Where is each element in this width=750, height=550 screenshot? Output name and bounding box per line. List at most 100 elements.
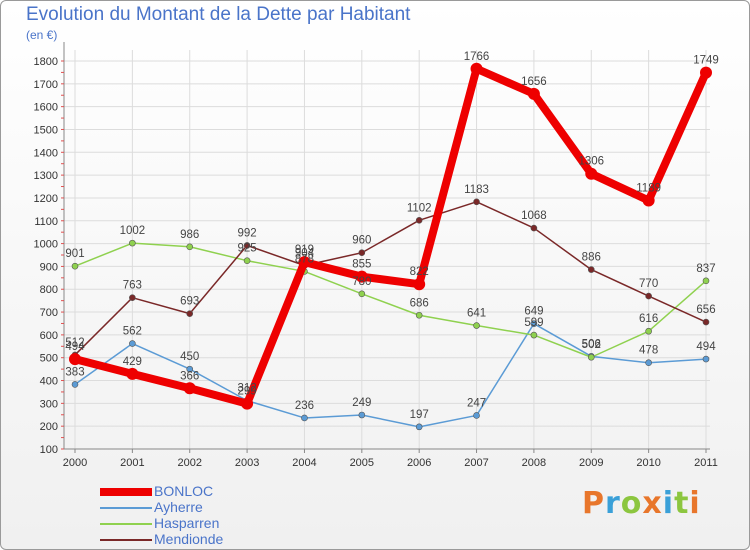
data-point	[183, 382, 196, 395]
data-point	[298, 256, 311, 269]
data-point	[243, 242, 251, 249]
y-tick-label: 300	[40, 398, 58, 410]
proxiti-logo: Proxiti	[582, 486, 701, 521]
data-label: 478	[639, 345, 658, 357]
data-point	[530, 224, 538, 232]
data-label: 693	[180, 296, 199, 308]
data-label: 236	[295, 400, 314, 412]
y-tick-label: 700	[40, 307, 58, 319]
data-label: 960	[352, 235, 371, 247]
data-label: 1102	[407, 202, 432, 214]
data-point	[129, 340, 136, 347]
data-point	[585, 167, 598, 180]
y-tick-label: 1000	[34, 239, 58, 251]
chart-title: Evolution du Montant de la Dette par Hab…	[26, 4, 411, 25]
y-tick-label: 1400	[34, 147, 58, 159]
data-label: 780	[352, 276, 371, 288]
y-tick-label: 1500	[34, 124, 58, 136]
legend-swatch	[100, 507, 152, 509]
data-point	[642, 194, 655, 207]
data-label: 641	[467, 308, 486, 320]
data-label: 1656	[521, 76, 547, 88]
data-label: 1183	[464, 184, 489, 196]
data-point	[702, 277, 710, 285]
data-point	[126, 367, 139, 380]
data-point	[530, 320, 538, 327]
data-label: 383	[65, 366, 84, 378]
legend-swatch	[100, 488, 152, 496]
data-label: 494	[696, 341, 716, 353]
data-point	[470, 62, 483, 75]
data-label: 562	[123, 326, 142, 338]
y-tick-label: 400	[40, 376, 58, 388]
data-point	[700, 66, 712, 79]
data-point	[71, 262, 79, 270]
data-point	[415, 217, 423, 224]
data-label: 197	[410, 409, 429, 421]
data-label: 770	[639, 278, 658, 290]
data-label: 837	[696, 263, 715, 275]
series-line-ayherre	[74, 322, 707, 428]
legend-label: Ayherre	[154, 499, 203, 515]
data-label: 1749	[693, 55, 719, 67]
data-label: 822	[410, 266, 429, 278]
x-tick-label: 2000	[63, 457, 87, 469]
y-tick-label: 1100	[34, 216, 58, 228]
x-tick-label: 2008	[522, 457, 546, 469]
axes: 100 200 300 400 500 600 700 800 900 1000 1100 1200 1…	[34, 42, 718, 469]
data-point	[473, 322, 480, 329]
y-tick-label: 1200	[34, 193, 58, 205]
data-label: 1766	[464, 51, 490, 63]
data-point	[241, 397, 254, 410]
data-label: 878	[295, 253, 314, 265]
x-tick-label: 2004	[292, 457, 316, 469]
series-line-mendionde	[74, 201, 707, 356]
y-tick-label: 900	[40, 261, 58, 273]
grid-lines	[64, 50, 710, 450]
series-lines	[69, 62, 712, 431]
data-label: 886	[582, 252, 601, 264]
data-label: 450	[180, 351, 199, 363]
data-point	[71, 381, 79, 388]
data-label: 763	[123, 280, 142, 292]
data-label: 919	[295, 244, 314, 256]
data-label: 512	[65, 337, 84, 349]
data-label: 1306	[578, 156, 604, 168]
legend-swatch	[100, 523, 152, 525]
data-point	[645, 327, 652, 335]
data-label: 901	[65, 248, 84, 260]
y-tick-label: 1600	[34, 102, 58, 114]
data-label: 366	[180, 370, 199, 382]
legend-swatch	[100, 539, 152, 541]
legend-label: Mendionde	[154, 531, 224, 547]
data-point	[702, 355, 710, 363]
data-point	[243, 257, 251, 265]
x-tick-label: 2011	[694, 457, 718, 469]
data-label: 429	[123, 356, 142, 368]
data-point	[415, 311, 423, 319]
data-label: 1002	[120, 225, 146, 237]
y-tick-label: 1800	[34, 56, 58, 68]
data-point	[301, 414, 308, 422]
data-label: 686	[410, 297, 429, 309]
data-label: 1189	[636, 182, 661, 194]
series-line-bonloc	[71, 64, 710, 408]
data-point	[527, 87, 540, 100]
data-label: 599	[524, 317, 543, 329]
data-labels: 383 562 450 312 236 249 197 247 649 506 478 494 901 1…	[65, 51, 718, 421]
data-point	[186, 365, 194, 373]
data-point	[69, 353, 81, 366]
data-point	[473, 198, 480, 206]
data-label: 312	[237, 383, 256, 395]
data-label: 249	[352, 397, 371, 409]
y-tick-label: 800	[40, 284, 58, 296]
data-label: 925	[237, 243, 256, 255]
x-tick-label: 2002	[177, 457, 201, 469]
data-point	[702, 318, 710, 326]
x-tick-label: 2007	[464, 457, 488, 469]
data-point	[587, 353, 595, 361]
data-point	[358, 411, 366, 419]
legend-label: BONLOC	[154, 483, 214, 499]
x-tick-label: 2010	[636, 457, 660, 469]
